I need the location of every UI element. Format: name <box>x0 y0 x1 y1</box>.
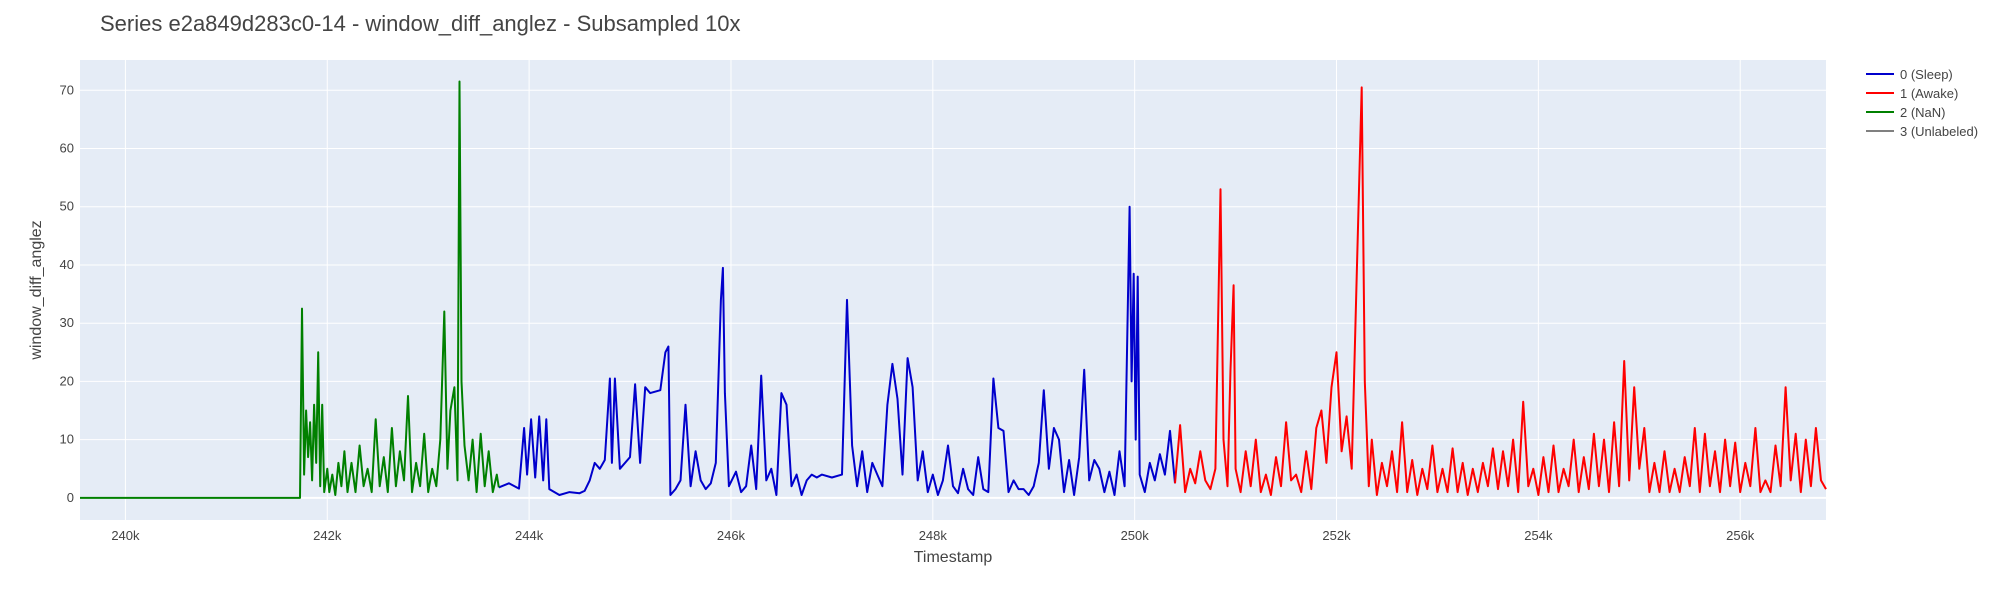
x-tick-label: 256k <box>1726 528 1755 543</box>
x-tick-label: 244k <box>515 528 544 543</box>
legend-item-label: 0 (Sleep) <box>1900 67 1953 82</box>
y-tick-label: 20 <box>60 373 74 388</box>
y-tick-label: 10 <box>60 432 74 447</box>
y-tick-label: 60 <box>60 141 74 156</box>
y-axis-ticks: 0 10 20 30 40 50 60 70 <box>60 82 74 505</box>
y-tick-label: 0 <box>67 490 74 505</box>
x-tick-label: 248k <box>919 528 948 543</box>
x-tick-label: 240k <box>111 528 140 543</box>
x-tick-label: 252k <box>1322 528 1351 543</box>
series-line-2 <box>80 80 500 499</box>
series-lines <box>80 80 1827 499</box>
y-tick-label: 70 <box>60 82 74 97</box>
chart-title: Series e2a849d283c0-14 - window_diff_ang… <box>100 11 740 36</box>
x-tick-label: 242k <box>313 528 342 543</box>
legend-item-label: 3 (Unlabeled) <box>1900 124 1978 139</box>
y-tick-label: 30 <box>60 315 74 330</box>
plot-background <box>80 60 1826 520</box>
x-tick-label: 254k <box>1524 528 1553 543</box>
x-tick-label: 246k <box>717 528 746 543</box>
series-line-1 <box>1174 86 1827 496</box>
grid <box>80 60 1826 520</box>
series-line-0 <box>498 205 1176 496</box>
y-tick-label: 40 <box>60 257 74 272</box>
legend-item-label: 1 (Awake) <box>1900 86 1958 101</box>
y-axis-title: window_diff_anglez <box>28 220 45 360</box>
y-tick-label: 50 <box>60 199 74 214</box>
legend-item-label: 2 (NaN) <box>1900 105 1946 120</box>
x-axis-ticks: 240k 242k 244k 246k 248k 250k 252k 254k 256k <box>111 528 1754 543</box>
x-tick-label: 250k <box>1121 528 1150 543</box>
legend: 0 (Sleep) 1 (Awake) 2 (NaN) 3 (Unlabeled) <box>1866 67 1978 139</box>
x-axis-title: Timestamp <box>914 549 993 566</box>
